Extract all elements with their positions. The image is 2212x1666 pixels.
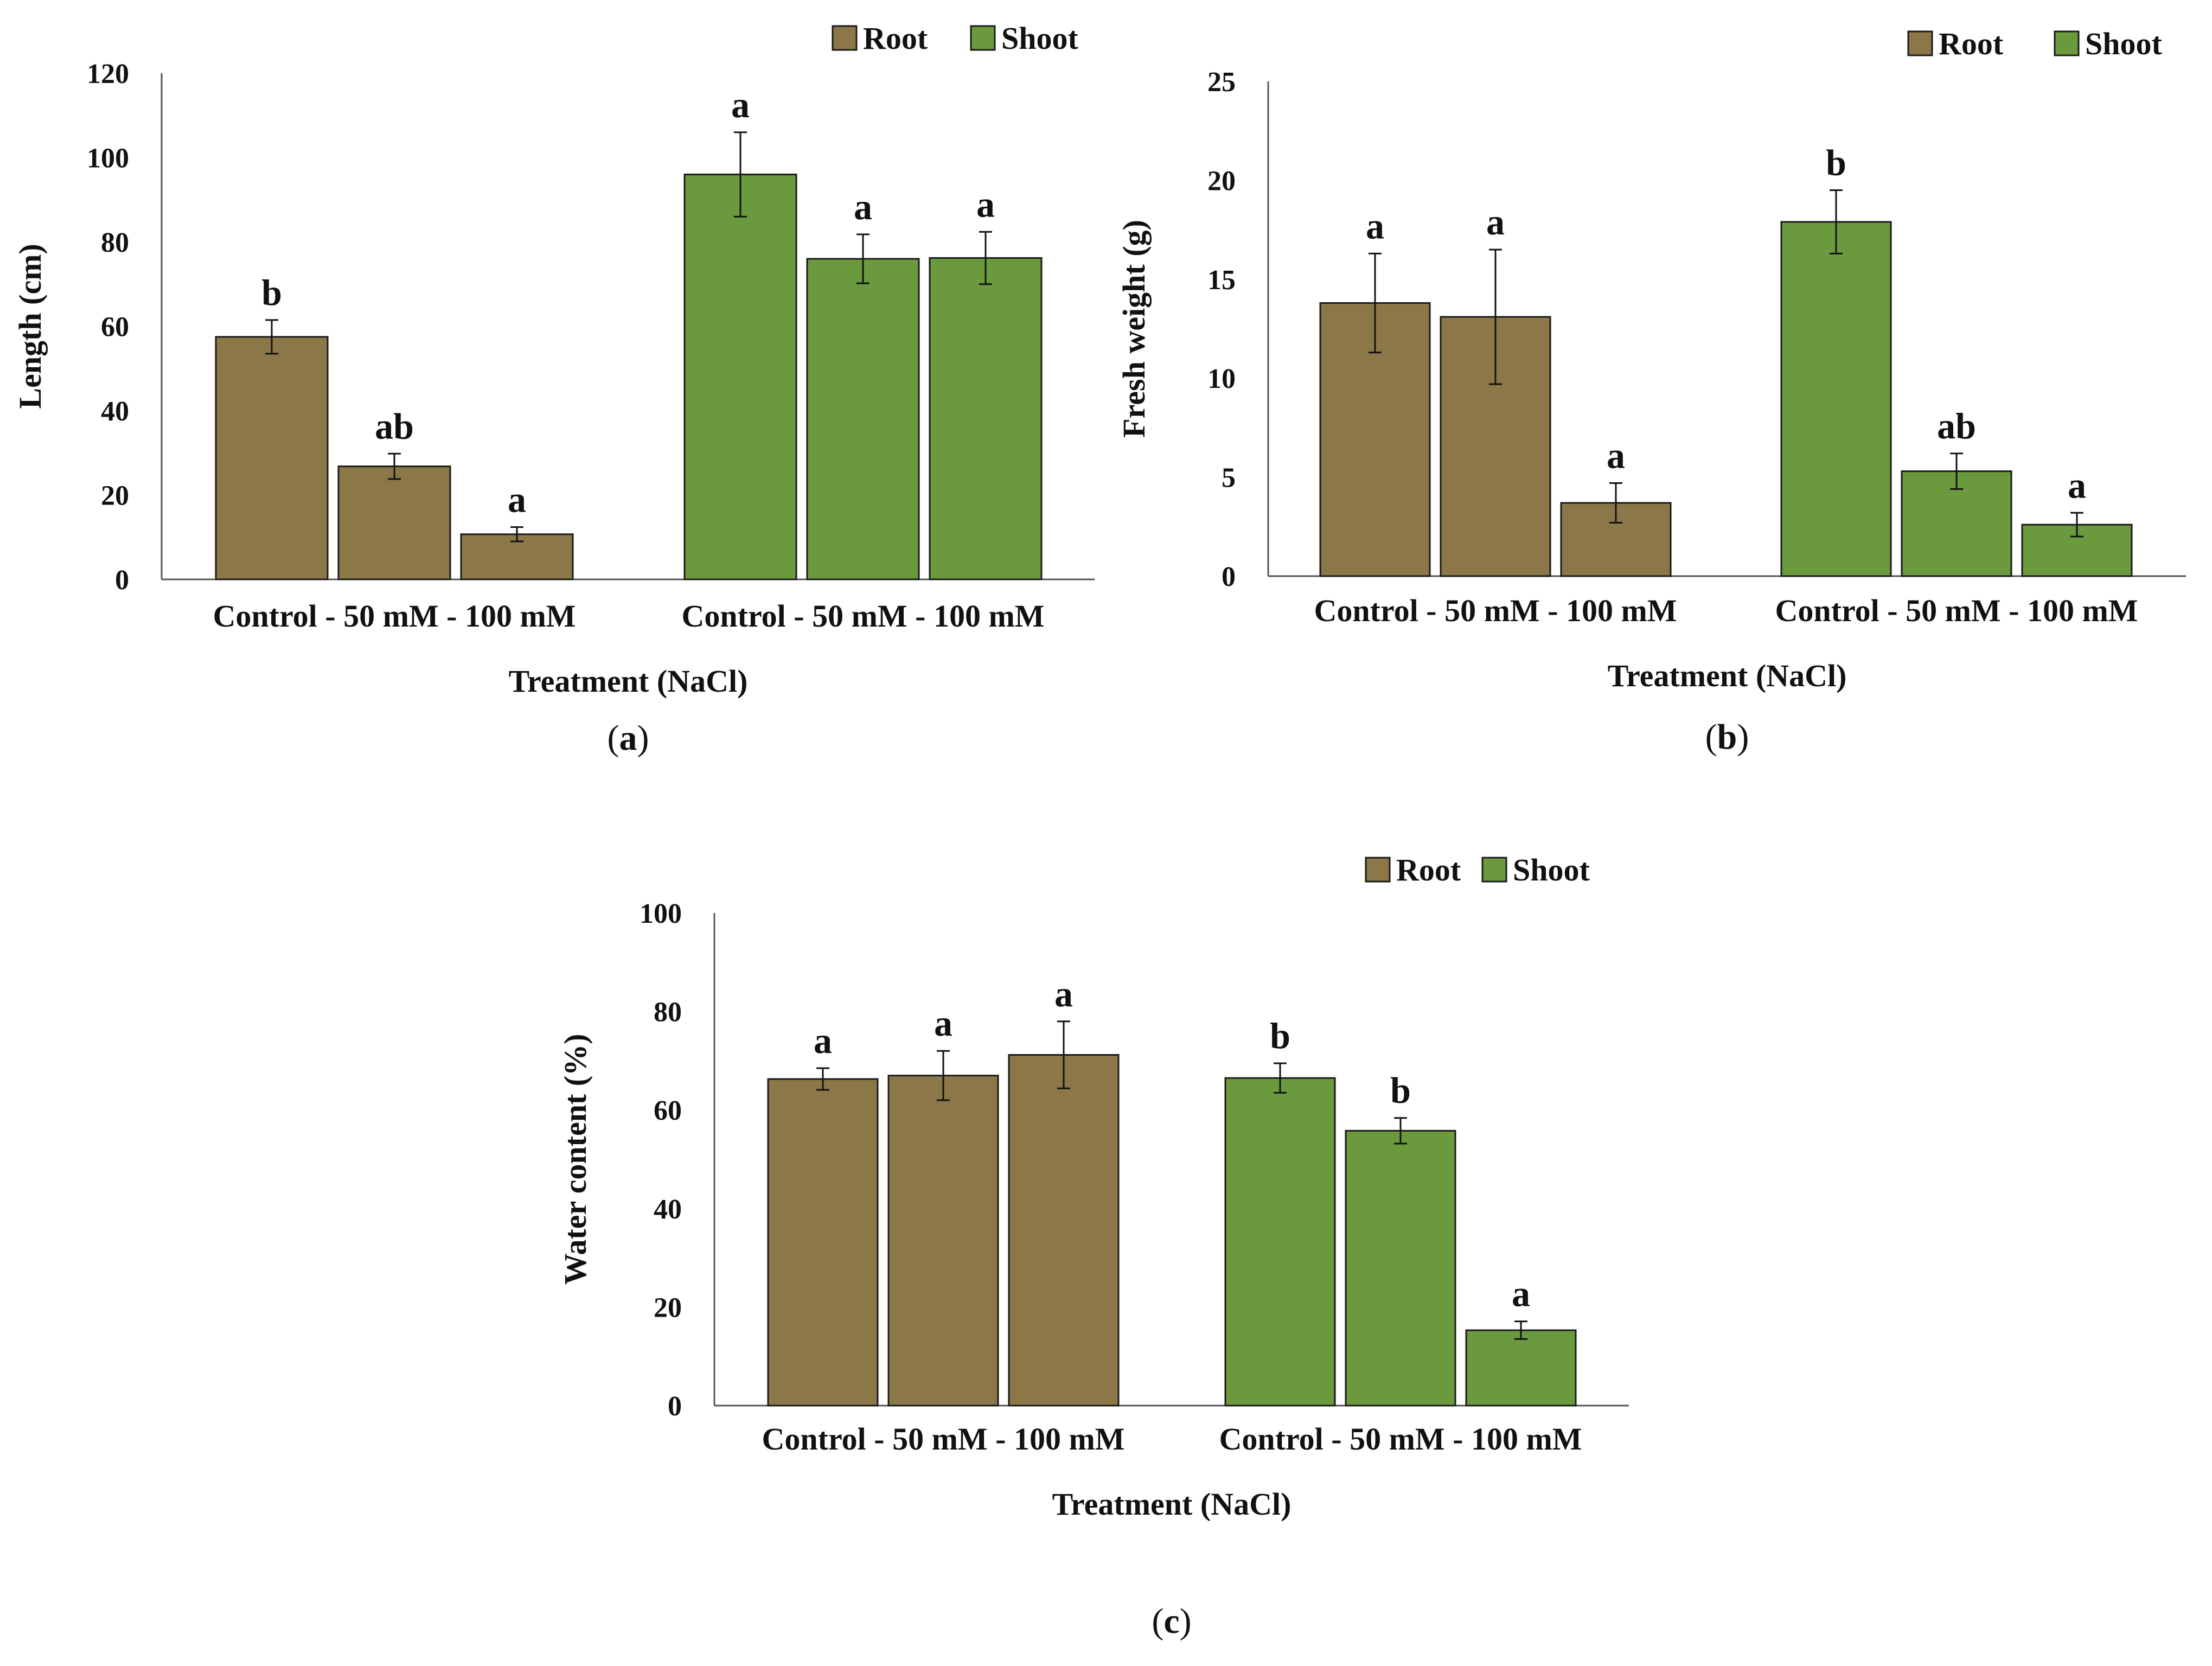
y-tick-label: 80 <box>654 997 682 1028</box>
y-tick-label: 100 <box>640 898 682 929</box>
y-tick-label: 100 <box>87 143 129 174</box>
x-axis-title: Treatment (NaCl) <box>1052 1486 1292 1522</box>
significance-label-shoot-1: ab <box>1937 405 1976 446</box>
bar-root-0 <box>767 1078 879 1407</box>
y-tick-label: 60 <box>101 312 129 343</box>
y-tick-label: 0 <box>115 565 129 596</box>
y-tick-label: 25 <box>1207 67 1236 98</box>
significance-label-root-2: a <box>1054 973 1073 1014</box>
group-label-shoot: Control - 50 mM - 100 mM <box>1775 593 2138 628</box>
bar-shoot-1 <box>806 258 920 580</box>
y-axis-title: Water content (%) <box>558 1034 593 1285</box>
bar-shoot-0 <box>683 174 797 580</box>
y-tick-label: 40 <box>654 1194 682 1225</box>
y-axis-title: Length (cm) <box>12 244 48 408</box>
significance-label-shoot-2: a <box>976 183 995 225</box>
legend-swatch-shoot <box>970 25 996 51</box>
significance-label-root-0: a <box>1366 205 1384 246</box>
y-tick-label: 5 <box>1222 463 1236 494</box>
significance-label-root-1: a <box>934 1003 952 1044</box>
y-tick-label: 20 <box>101 481 129 512</box>
bar-shoot-1 <box>1345 1129 1456 1407</box>
bar-shoot-0 <box>1780 221 1892 577</box>
group-label-shoot: Control - 50 mM - 100 mM <box>1219 1421 1582 1457</box>
significance-label-shoot-0: a <box>731 84 750 125</box>
bar-root-2 <box>1008 1054 1120 1407</box>
significance-label-shoot-2: a <box>1512 1273 1530 1314</box>
x-axis-title: Treatment (NaCl) <box>509 663 748 699</box>
significance-label-root-2: a <box>1607 435 1625 476</box>
y-tick-label: 0 <box>668 1391 682 1422</box>
legend-label-shoot: Shoot <box>1001 21 1079 56</box>
group-label-root: Control - 50 mM - 100 mM <box>1314 593 1677 628</box>
legend-swatch-root <box>1907 30 1933 56</box>
significance-label-root-0: b <box>261 272 282 313</box>
group-label-shoot: Control - 50 mM - 100 mM <box>681 598 1044 634</box>
y-tick-label: 20 <box>1207 165 1236 196</box>
y-tick-label: 15 <box>1207 265 1236 296</box>
panel-label: (a) <box>608 718 649 758</box>
bar-root-1 <box>337 465 451 580</box>
significance-label-shoot-1: a <box>854 186 872 227</box>
y-tick-label: 120 <box>87 59 129 90</box>
legend-label-root: Root <box>1939 26 2004 61</box>
panel-a-length: 0 20 40 60 80 100 120 Length (cm) b ab a Control - … <box>12 21 1095 758</box>
x-axis-title: Treatment (NaCl) <box>1608 658 1847 693</box>
panel-b-fresh-weight: 0 5 10 15 20 25 Fresh weight (g) a a a Control - 5… <box>1116 26 2186 757</box>
legend-label-shoot: Shoot <box>2085 26 2163 61</box>
panel-label: (c) <box>1152 1601 1191 1641</box>
group-label-root: Control - 50 mM - 100 mM <box>213 598 576 634</box>
y-tick-label: 0 <box>1222 561 1236 592</box>
y-tick-label: 10 <box>1207 363 1236 394</box>
panel-label: (b) <box>1705 717 1749 757</box>
significance-label-shoot-1: b <box>1390 1070 1411 1111</box>
legend-swatch-root <box>832 25 858 51</box>
y-tick-label: 80 <box>101 227 129 258</box>
bar-root-1 <box>887 1075 999 1407</box>
panel-c-water-content: 0 20 40 60 80 100 Water content (%) a a a Control … <box>558 852 1629 1641</box>
significance-label-shoot-0: b <box>1826 142 1846 183</box>
bar-root-0 <box>215 336 329 580</box>
y-tick-label: 20 <box>654 1292 682 1323</box>
y-tick-label: 60 <box>654 1095 682 1126</box>
significance-label-root-2: a <box>508 479 526 520</box>
significance-label-root-1: a <box>1486 201 1505 242</box>
y-axis-title: Fresh weight (g) <box>1116 220 1152 438</box>
legend-swatch-shoot <box>2054 30 2080 56</box>
bar-shoot-0 <box>1224 1077 1336 1407</box>
legend-swatch-shoot <box>1481 857 1507 883</box>
significance-label-root-0: a <box>814 1020 832 1061</box>
legend-swatch-root <box>1365 857 1391 883</box>
significance-label-shoot-2: a <box>2068 464 2086 506</box>
bar-root-1 <box>1440 316 1551 577</box>
legend-label-root: Root <box>1396 852 1461 888</box>
bar-shoot-2 <box>929 257 1043 580</box>
legend-label-shoot: Shoot <box>1513 852 1590 888</box>
significance-label-shoot-0: b <box>1270 1015 1290 1056</box>
bar-shoot-2 <box>1465 1329 1577 1407</box>
legend-label-root: Root <box>863 21 928 56</box>
y-tick-label: 40 <box>101 396 129 427</box>
group-label-root: Control - 50 mM - 100 mM <box>762 1421 1124 1457</box>
significance-label-root-1: ab <box>375 405 414 446</box>
